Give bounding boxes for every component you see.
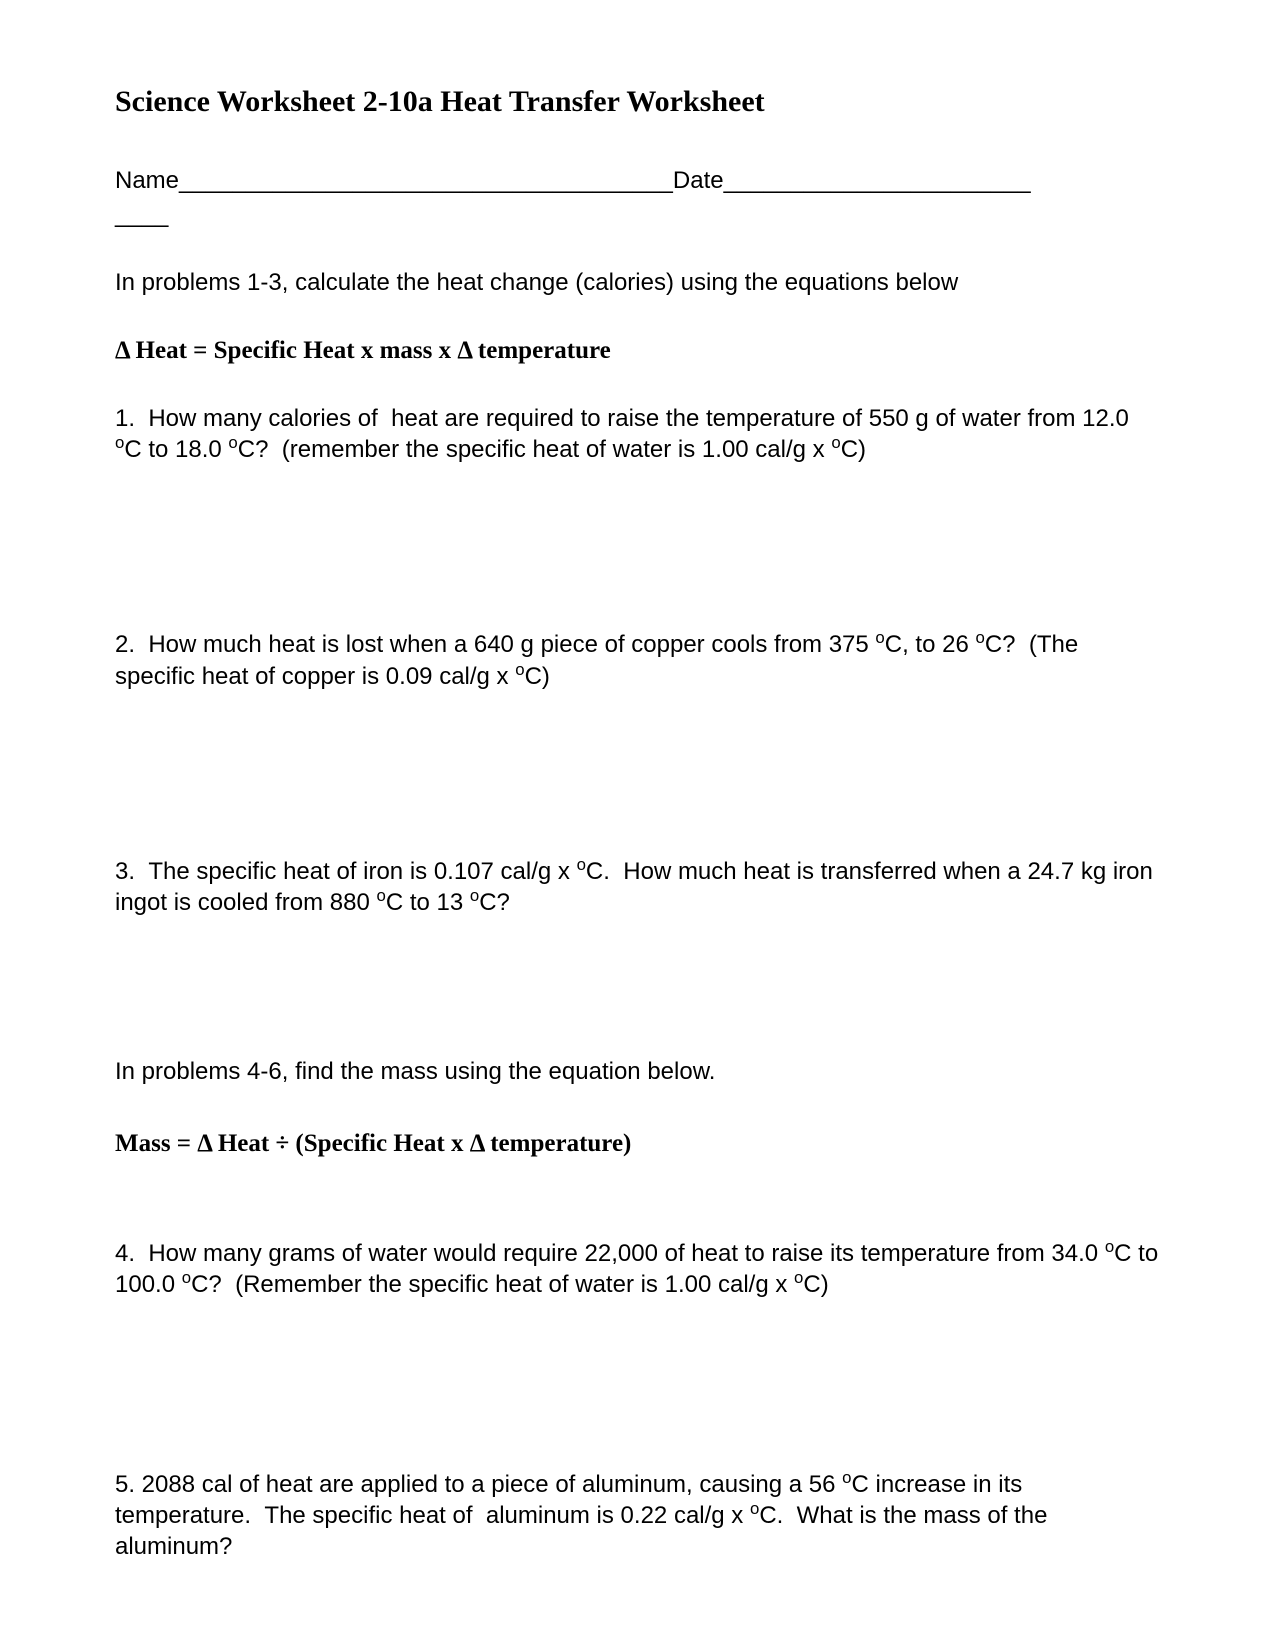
worksheet-title: Science Worksheet 2-10a Heat Transfer Wo… <box>115 85 1160 119</box>
problem-5: 5. 2088 cal of heat are applied to a pie… <box>115 1469 1160 1563</box>
mass-equation: Mass = Δ Heat ÷ (Specific Heat x Δ tempe… <box>115 1130 1160 1158</box>
problem-1: 1. How many calories of heat are require… <box>115 403 1160 465</box>
name-date-field: Name____________________________________… <box>115 167 1160 195</box>
problem-4: 4. How many grams of water would require… <box>115 1238 1160 1300</box>
heat-equation: Δ Heat = Specific Heat x mass x Δ temper… <box>115 337 1160 365</box>
problem-2: 2. How much heat is lost when a 640 g pi… <box>115 629 1160 691</box>
line-continuation: ____ <box>115 201 1160 229</box>
problem-3: 3. The specific heat of iron is 0.107 ca… <box>115 856 1160 918</box>
section1-instruction: In problems 1-3, calculate the heat chan… <box>115 269 1160 297</box>
section2-instruction: In problems 4-6, find the mass using the… <box>115 1058 1160 1086</box>
